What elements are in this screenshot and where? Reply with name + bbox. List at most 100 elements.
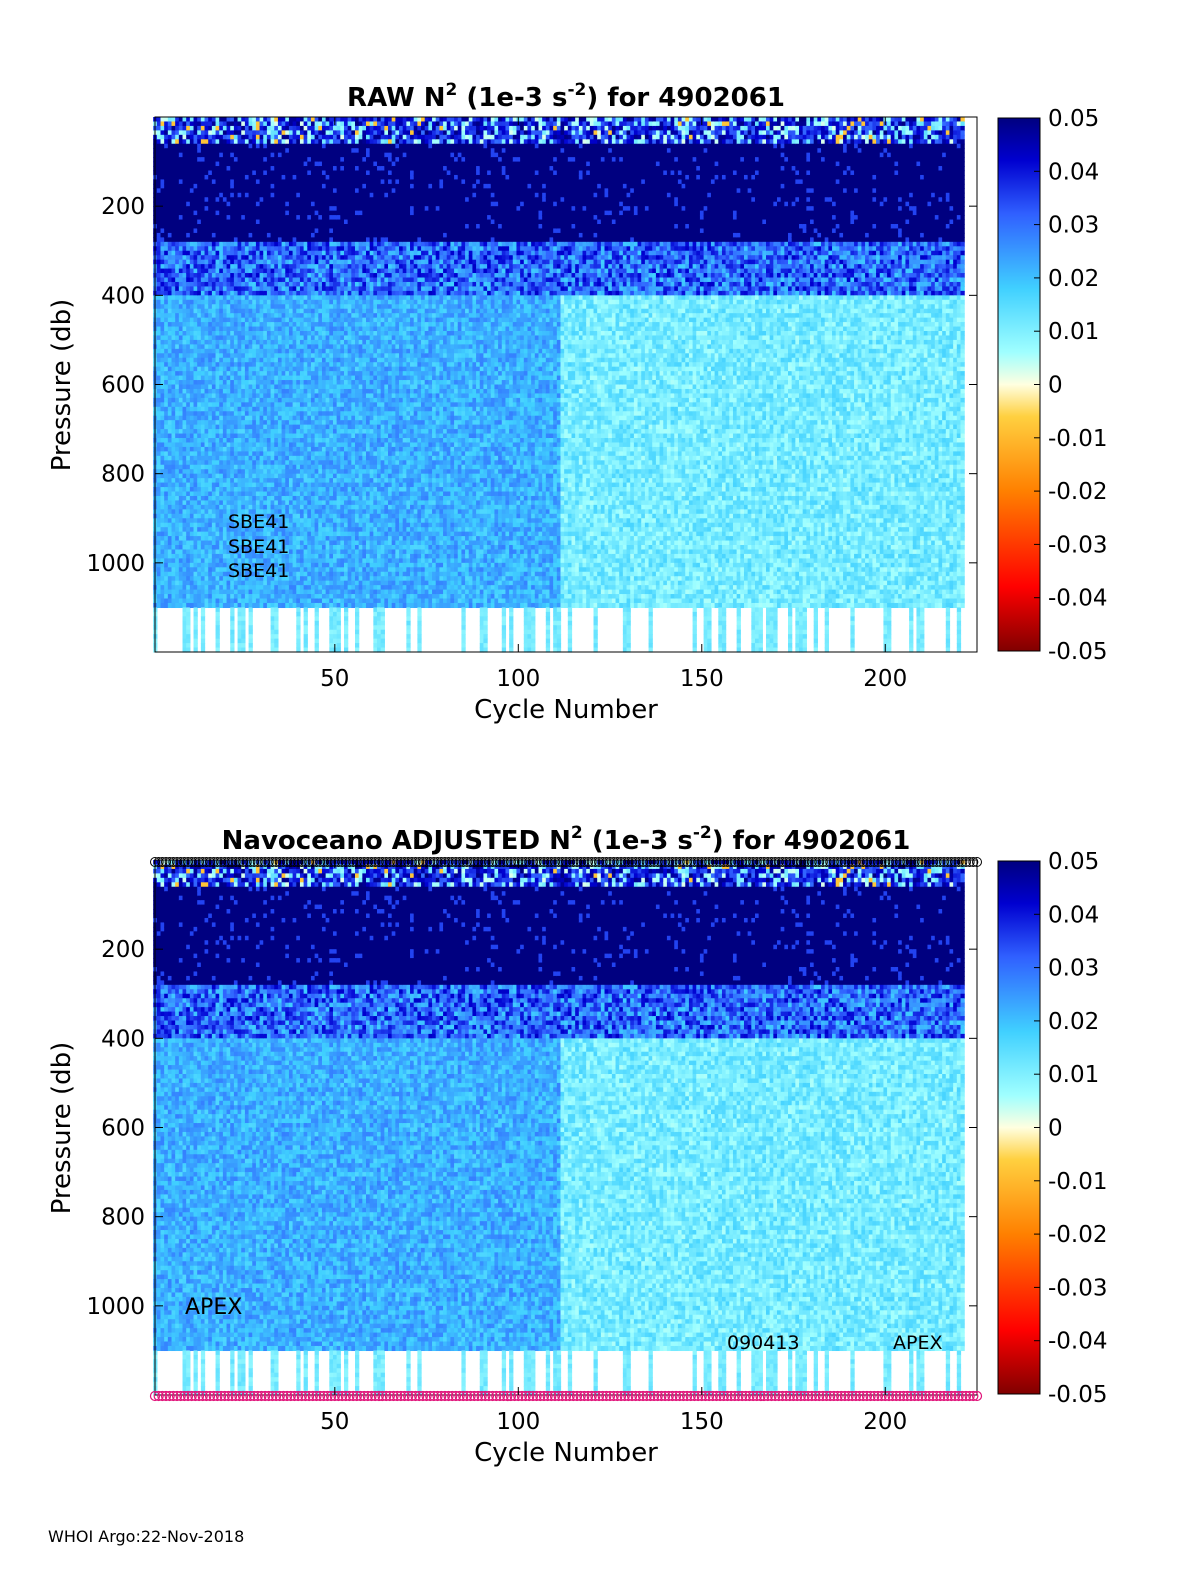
heatmap-cell [157, 184, 161, 189]
heatmap-cell [168, 549, 172, 554]
heatmap-cell [161, 460, 165, 465]
heatmap-cell [175, 358, 179, 363]
heatmap-cell [172, 545, 176, 550]
heatmap-cell [172, 442, 176, 447]
heatmap-cell [164, 144, 168, 149]
heatmap-cell [175, 188, 179, 193]
heatmap-cell [161, 603, 165, 608]
heatmap-cell [164, 465, 168, 470]
heatmap-cell [175, 148, 179, 153]
heatmap-cell [161, 483, 165, 488]
heatmap-cell [172, 492, 176, 497]
heatmap-cell [164, 496, 168, 501]
heatmap-cell [164, 536, 168, 541]
heatmap-cell [172, 242, 176, 247]
heatmap-cell [172, 197, 176, 202]
heatmap-cell [172, 322, 176, 327]
heatmap-cell [161, 220, 165, 225]
heatmap-cell [168, 483, 172, 488]
heatmap-cell [157, 518, 161, 523]
heatmap-cell [168, 385, 172, 390]
heatmap-cell [175, 353, 179, 358]
heatmap-cell [172, 278, 176, 283]
heatmap-cell [175, 139, 179, 144]
heatmap-cell [164, 451, 168, 456]
heatmap-cell [157, 358, 161, 363]
heatmap-cell [172, 121, 176, 126]
heatmap-cell [164, 429, 168, 434]
heatmap-cell [161, 438, 165, 443]
heatmap-cell [168, 344, 172, 349]
heatmap-cell [175, 264, 179, 269]
heatmap-cell [175, 157, 179, 162]
heatmap-cell [161, 581, 165, 586]
heatmap-cell [161, 527, 165, 532]
heatmap-cell [172, 500, 176, 505]
heatmap-cell [157, 536, 161, 541]
heatmap-cell [175, 367, 179, 372]
heatmap-cell [175, 429, 179, 434]
heatmap-cell [164, 282, 168, 287]
heatmap-cell [172, 541, 176, 546]
heatmap-cell [175, 246, 179, 251]
heatmap-cell [164, 523, 168, 528]
heatmap-cell [175, 335, 179, 340]
heatmap-cell [164, 318, 168, 323]
heatmap-cell [172, 220, 176, 225]
heatmap-cell [157, 545, 161, 550]
heatmap-cell [164, 353, 168, 358]
heatmap-cell [175, 193, 179, 198]
heatmap-cell [172, 130, 176, 135]
heatmap-cell [161, 340, 165, 345]
heatmap-cell [168, 393, 172, 398]
heatmap-cell [161, 505, 165, 510]
heatmap-cell [164, 518, 168, 523]
heatmap-cell [168, 220, 172, 225]
heatmap-cell [164, 385, 168, 390]
heatmap-cell [157, 157, 161, 162]
heatmap-cell [157, 371, 161, 376]
heatmap-cell [172, 527, 176, 532]
heatmap-cell [164, 434, 168, 439]
heatmap-cell [175, 331, 179, 336]
heatmap-cell [172, 166, 176, 171]
heatmap-cell [161, 233, 165, 238]
heatmap-cell [175, 251, 179, 256]
heatmap-cell [164, 483, 168, 488]
heatmap-cell [164, 233, 168, 238]
heatmap-cell [175, 518, 179, 523]
heatmap-cell [161, 590, 165, 595]
heatmap-cell [157, 139, 161, 144]
heatmap-cell [172, 599, 176, 604]
heatmap-cell [164, 286, 168, 291]
heatmap-cell [172, 371, 176, 376]
heatmap-cell [157, 117, 161, 122]
heatmap-cell [164, 157, 168, 162]
heatmap-cell [168, 126, 172, 131]
heatmap-cell [172, 162, 176, 167]
heatmap-cell [168, 300, 172, 305]
heatmap-cell [157, 483, 161, 488]
heatmap-cell [157, 304, 161, 309]
heatmap-cell [157, 162, 161, 167]
heatmap-cell [164, 162, 168, 167]
heatmap-cell [172, 447, 176, 452]
heatmap-cell [161, 496, 165, 501]
heatmap-cell [175, 269, 179, 274]
heatmap-cell [164, 242, 168, 247]
heatmap-cell [175, 456, 179, 461]
heatmap-cell [175, 416, 179, 421]
heatmap-cell [164, 309, 168, 314]
heatmap-cell [164, 416, 168, 421]
heatmap-cell [157, 585, 161, 590]
heatmap-cell [161, 487, 165, 492]
heatmap-cell [164, 438, 168, 443]
heatmap-cell [157, 398, 161, 403]
heatmap-cell [161, 246, 165, 251]
heatmap-cell [161, 398, 165, 403]
heatmap-cell [161, 362, 165, 367]
heatmap-cell [168, 367, 172, 372]
heatmap-cell [168, 171, 172, 176]
heatmap-cell [172, 505, 176, 510]
heatmap-cell [168, 456, 172, 461]
